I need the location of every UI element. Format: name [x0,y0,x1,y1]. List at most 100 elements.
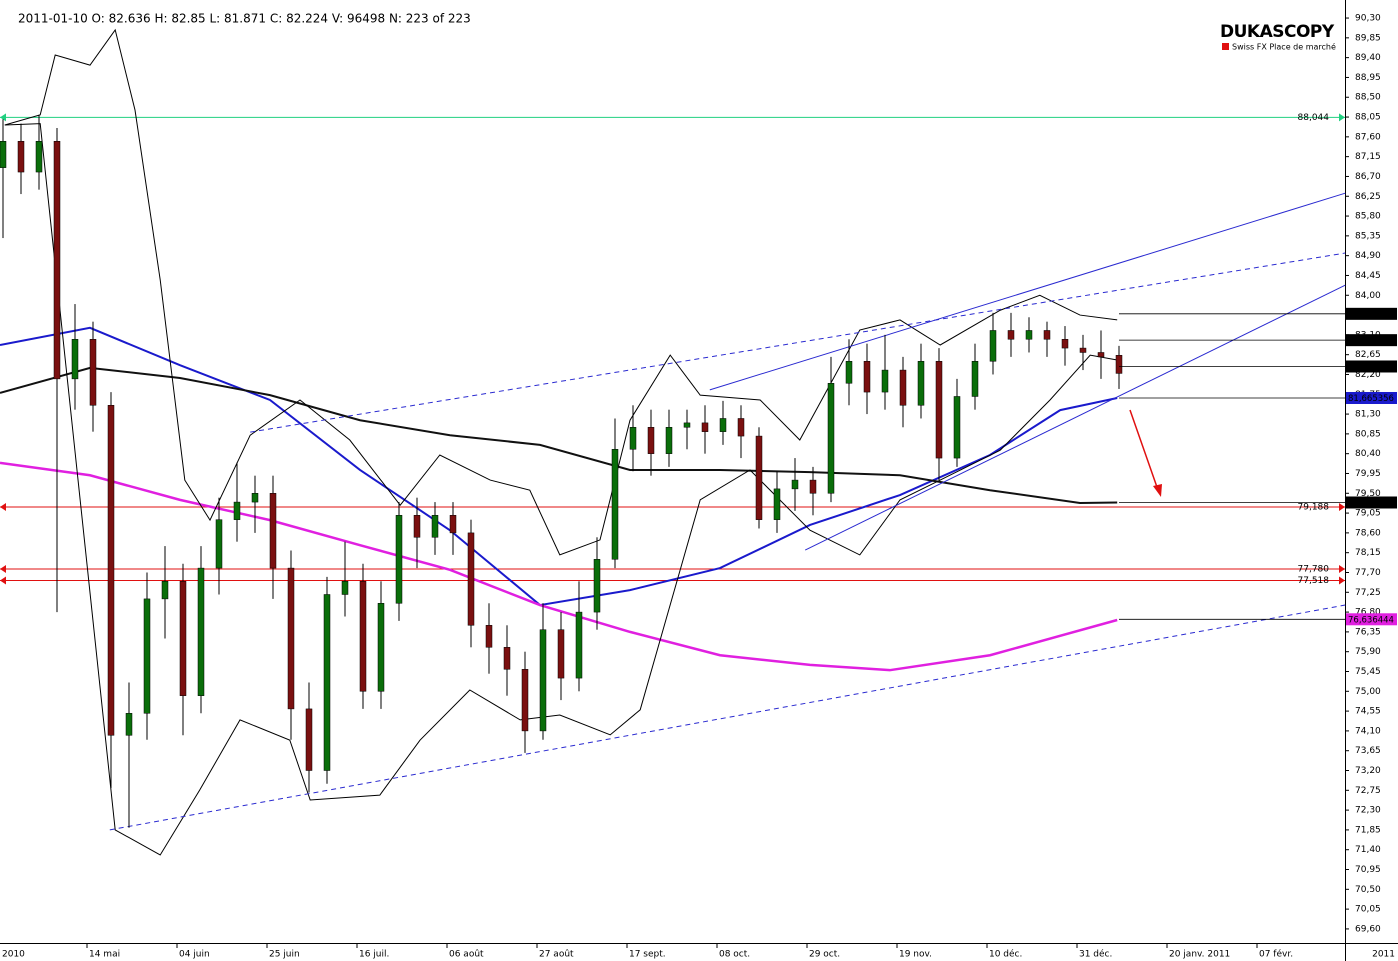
candle-body [719,418,727,432]
candle-body [431,515,439,538]
candle-body [125,713,133,736]
y-tick-label: 81,30 [1355,410,1381,420]
y-tick-label: 75,90 [1355,647,1381,657]
candle-body [35,141,43,173]
y-tick-label: 87,15 [1355,152,1381,162]
candle-body [179,581,187,696]
candle-body [287,567,295,710]
candle-body [17,141,25,173]
candle-body [107,405,115,736]
candle-body [251,493,259,503]
y-tick-label: 74,55 [1355,707,1381,717]
x-tick-label: 10 déc. [989,949,1022,960]
y-tick-label: 74,10 [1355,726,1381,736]
y-tick-label: 73,20 [1355,766,1381,776]
price-tag-box [1346,496,1397,509]
price-tag-label: 82,97985 [1348,336,1389,346]
candle-body [197,567,205,696]
year-label: 2010 [2,950,25,960]
logo-tagline: Swiss FX Place de marché [1232,42,1336,52]
x-tick-label: 27 août [539,950,574,960]
y-tick-label: 72,30 [1355,806,1381,816]
candle-body [1025,330,1033,340]
x-tick-label: 19 nov. [899,950,932,960]
candle-body [647,427,655,454]
y-tick-label: 69,60 [1355,924,1381,934]
y-tick-label: 90,30 [1355,14,1381,24]
candle-body [71,339,79,380]
price-tag-label: 79,290703 [1348,498,1394,508]
y-tick-label: 80,40 [1355,449,1381,459]
y-tick-label: 84,45 [1355,271,1381,281]
candle-body [881,369,889,393]
x-tick-label: 08 oct. [719,950,750,960]
candle-body [845,361,853,384]
candle-body [449,515,457,534]
y-tick-label: 77,25 [1355,588,1381,598]
candle-body [701,422,709,432]
logo-brand: DUKASCOPY [1220,22,1335,42]
price-tag-label: 81,665356 [1348,394,1394,404]
price-tag-box [1346,391,1397,404]
candle-body [161,581,169,600]
candle-body [1061,339,1069,349]
candle-body [899,369,907,406]
x-tick-label: 06 août [449,950,484,960]
ohlc-header: 2011-01-10 O: 82.636 H: 82.85 L: 81.871 … [18,12,471,26]
y-tick-label: 71,85 [1355,825,1381,835]
candle-body [0,141,7,168]
candle-body [377,603,385,692]
level-label: 77,780 [1298,564,1330,574]
y-tick-label: 70,95 [1355,865,1381,875]
y-tick-label: 88,95 [1355,73,1381,83]
candle-body [935,361,943,459]
candle-body [503,647,511,670]
candle-body [809,479,817,494]
annotation-arrowhead [1153,484,1162,497]
candle-body [521,669,529,732]
candle-body [863,361,871,393]
price-tag-label: 76,636444 [1348,615,1394,625]
candle-body [683,422,691,428]
x-tick-label: 07 févr. [1259,949,1293,960]
candle-body [215,519,223,569]
y-tick-label: 86,70 [1355,172,1381,182]
y-tick-label: 87,60 [1355,132,1381,142]
y-tick-label: 82,20 [1355,370,1381,380]
y-tick-label: 85,80 [1355,212,1381,222]
y-tick-label: 70,50 [1355,885,1381,895]
candle-body [1097,352,1105,358]
x-tick-label: 25 juin [269,950,300,960]
y-tick-label: 89,40 [1355,53,1381,63]
candle-body [413,515,421,538]
candle-body [359,581,367,692]
price-tag-label: 83,578273 [1348,310,1394,320]
candle-body [233,501,241,520]
level-label: 79,188 [1298,503,1330,513]
candle-body [1115,355,1123,374]
candle-body [1079,347,1087,353]
indicator-line [0,326,1118,607]
candle-body [953,396,961,459]
indicator-line [4,123,1118,856]
y-tick-label: 85,35 [1355,231,1381,241]
x-tick-label: 29 oct. [809,950,840,960]
y-tick-label: 73,65 [1355,746,1381,756]
candle-body [323,594,331,771]
y-tick-label: 80,85 [1355,429,1381,439]
candle-body [755,435,763,520]
y-tick-label: 86,25 [1355,192,1381,202]
indicator-line [0,461,1118,672]
y-tick-label: 89,85 [1355,33,1381,43]
candle-body [485,625,493,648]
candle-body [467,532,475,626]
indicator-line [709,192,1346,391]
indicator-line [0,366,1118,504]
candle-body [611,449,619,560]
candle-body [269,493,277,569]
indicator-line [250,252,1346,433]
y-tick-label: 78,15 [1355,548,1381,558]
candle-body [989,330,997,362]
